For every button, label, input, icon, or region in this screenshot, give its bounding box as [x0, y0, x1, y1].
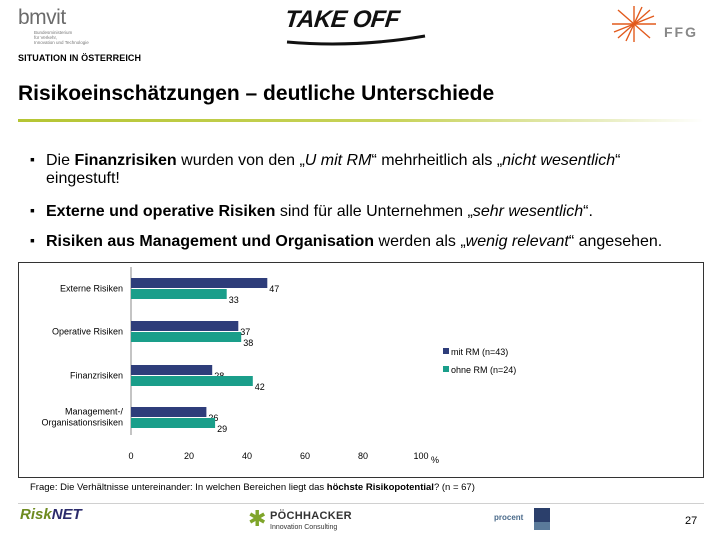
category-label: Operative Risiken	[52, 327, 123, 337]
bullet-fragment: nicht wesentlich	[502, 152, 616, 169]
risknet-logo-part-b: NET	[51, 506, 82, 523]
risknet-logo: RiskNET	[20, 506, 110, 536]
bullet-management: Risiken aus Management und Organisation …	[30, 232, 720, 251]
risk-bar-chart-svg: Externe Risiken 47 33 Operative Risiken 3738…	[41, 267, 516, 465]
bar-ohne-rm	[131, 418, 216, 428]
risknet-logo-part-a: Risk	[20, 506, 52, 523]
bullet-fragment: U mit RM	[304, 152, 372, 169]
bar-ohne-rm	[131, 289, 227, 299]
category-label: Externe Risiken	[60, 284, 123, 294]
page-number: 27	[685, 515, 698, 527]
risk-bar-chart: Externe Risiken 47 33 Operative Risiken 37 38…	[18, 262, 704, 478]
procent-logo-block-accent-icon	[534, 522, 550, 530]
bullet-fragment: “ eingestuft!	[46, 152, 621, 187]
procent-logo-wordmark: procent	[494, 513, 524, 522]
poechhacker-logo-name: PÖCHHACKER	[270, 510, 352, 522]
slide-title: Risikoeinschätzungen – deutliche Untersc…	[18, 82, 495, 105]
bmvit-logo: bmvit Bundesministerium für Verkehr, Inn…	[18, 6, 138, 48]
bullet-fragment: Finanzrisiken	[74, 152, 177, 169]
category-label: Finanzrisiken	[70, 371, 123, 381]
x-tick-label: 100	[413, 451, 428, 461]
data-label: 38	[243, 338, 253, 348]
data-label: 33	[229, 295, 239, 305]
bar-ohne-rm	[131, 332, 242, 342]
bullet-text: Risiken aus Management und Organisation …	[46, 233, 662, 250]
bullet-fragment: Externe und operative Risiken	[46, 203, 276, 220]
x-tick-label: 80	[358, 451, 368, 461]
footer-divider	[18, 503, 704, 504]
bullet-fragment: wurden von den „	[176, 152, 305, 169]
poechhacker-logo-subtitle: Innovation Consulting	[270, 524, 338, 531]
footnote-suffix: ? (n = 67)	[433, 482, 475, 493]
bar-mit-rm	[131, 407, 207, 417]
footnote-prefix: Frage: Die Verhältnisse untereinander: I…	[30, 482, 327, 493]
x-tick-label: 0	[128, 451, 133, 461]
section-label: SITUATION IN ÖSTERREICH	[18, 53, 142, 63]
bullet-fragment: “ mehrheitlich als „	[371, 152, 503, 169]
category-label: Organisationsrisiken	[41, 418, 123, 428]
ffg-logo: FFG	[606, 4, 706, 46]
data-label: 29	[217, 424, 227, 434]
bullet-finanzrisiken: Die Finanzrisiken wurden von den „U mit …	[30, 151, 690, 188]
bullet-fragment: wenig relevant	[465, 233, 569, 250]
procent-logo: procent	[494, 508, 556, 534]
legend-label: mit RM (n=43)	[451, 347, 508, 357]
data-label: 42	[255, 382, 265, 392]
bar-mit-rm	[131, 321, 239, 331]
bar-ohne-rm	[131, 376, 253, 386]
legend-swatch	[443, 366, 449, 372]
legend-label: ohne RM (n=24)	[451, 365, 516, 375]
bullet-fragment: “.	[583, 203, 593, 220]
x-tick-label: 20	[184, 451, 194, 461]
question-footnote: Frage: Die Verhältnisse untereinander: I…	[30, 482, 475, 493]
x-tick-label: 60	[300, 451, 310, 461]
legend-swatch	[443, 348, 449, 354]
poechhacker-asterisk-icon: ✱	[248, 506, 267, 531]
bullet-text: Externe und operative Risiken sind für a…	[46, 203, 593, 220]
data-label: 47	[269, 284, 279, 294]
footnote-bold: höchste Risikopotential	[326, 482, 434, 493]
bar-mit-rm	[131, 278, 268, 288]
bullet-fragment: sehr wesentlich	[472, 203, 584, 220]
take-off-swoosh-icon	[286, 34, 426, 46]
title-divider	[18, 119, 704, 122]
take-off-logo: TAKE OFF	[283, 6, 435, 46]
bar-mit-rm	[131, 365, 213, 375]
take-off-logo-wordmark: TAKE OFF	[283, 6, 401, 33]
bullet-fragment: Risiken aus Management und Organisation	[46, 233, 375, 250]
bullet-externe-operative: Externe und operative Risiken sind für a…	[30, 202, 710, 221]
x-unit-label: %	[431, 455, 439, 465]
bullet-fragment: “ angesehen.	[568, 233, 663, 250]
bullet-fragment: werden als „	[374, 233, 466, 250]
poechhacker-logo: ✱ PÖCHHACKER Innovation Consulting	[248, 508, 358, 534]
bullet-fragment: sind für alle Unternehmen „	[275, 203, 473, 220]
bmvit-logo-subtitle: Bundesministerium für Verkehr, Innovatio…	[34, 30, 89, 45]
bmvit-logo-wordmark: bmvit	[18, 6, 66, 29]
ffg-logo-wordmark: FFG	[664, 24, 698, 40]
category-label: Management-/	[65, 407, 124, 417]
bullet-fragment: Die	[46, 152, 75, 169]
x-tick-label: 40	[242, 451, 252, 461]
bullet-text: Die Finanzrisiken wurden von den „U mit …	[46, 152, 620, 187]
data-label: 37	[240, 327, 250, 337]
ffg-star-icon	[612, 6, 656, 42]
